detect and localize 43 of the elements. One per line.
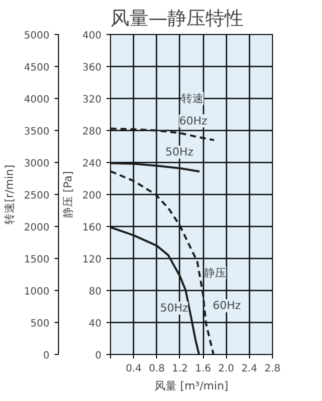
line-series [110, 170, 214, 354]
y-tick-label: 320 [82, 94, 102, 106]
x-tick-label: 1.6 [195, 364, 212, 374]
y2-tick-label: 2500 [24, 190, 50, 202]
annotation: 60Hz [179, 114, 208, 128]
y2-tick-label: 3500 [24, 126, 50, 138]
y2-tick-label: 2000 [24, 222, 50, 234]
line-series [110, 226, 200, 354]
y2-tick-label: 4000 [24, 94, 50, 106]
annotation: 60Hz [212, 299, 242, 312]
x-tick-label: 2.0 [218, 364, 234, 374]
chart-title: 风量—静压特性 [110, 8, 244, 30]
y2-tick-label: 5000 [24, 30, 50, 42]
y-tick-label: 200 [82, 190, 102, 202]
line-series [110, 162, 201, 172]
x-tick-label: 0.4 [126, 364, 142, 374]
x-tick-label: 2.8 [264, 364, 280, 374]
x-tick-label: 2.4 [241, 364, 258, 374]
y-tick-label: 400 [82, 30, 102, 42]
y-tick-label: 80 [88, 286, 102, 298]
y-tick-label: 120 [82, 254, 102, 266]
y-tick-label: 240 [82, 158, 102, 170]
y2-tick-label: 500 [30, 318, 50, 330]
annotation: 50Hz [160, 302, 188, 315]
annotation: 转速 [182, 92, 204, 105]
line-series [110, 128, 216, 142]
y-tick-label: 160 [82, 222, 102, 234]
y2-tick-label: 1500 [24, 254, 50, 266]
y-tick-label: 0 [95, 350, 102, 362]
y2-tick-label: 4500 [24, 62, 50, 74]
y2-tick-label: 3000 [24, 158, 50, 170]
y-axis-title: 静压 [Pa] [61, 171, 74, 218]
annotation: 静压 [204, 266, 226, 280]
annotation: 50Hz [165, 146, 194, 159]
y2-axis-title: 转速[r/min] [3, 164, 16, 224]
x-tick-label: 0.8 [148, 364, 165, 374]
y-tick-label: 280 [82, 126, 102, 138]
y-tick-label: 360 [82, 62, 102, 74]
x-tick-label: 1.2 [172, 364, 188, 374]
y2-tick-label: 0 [43, 350, 50, 362]
x-axis-title: 风量 [m³/min] [154, 380, 228, 392]
y2-tick-label: 1000 [24, 286, 50, 298]
y-tick-label: 40 [88, 318, 102, 330]
